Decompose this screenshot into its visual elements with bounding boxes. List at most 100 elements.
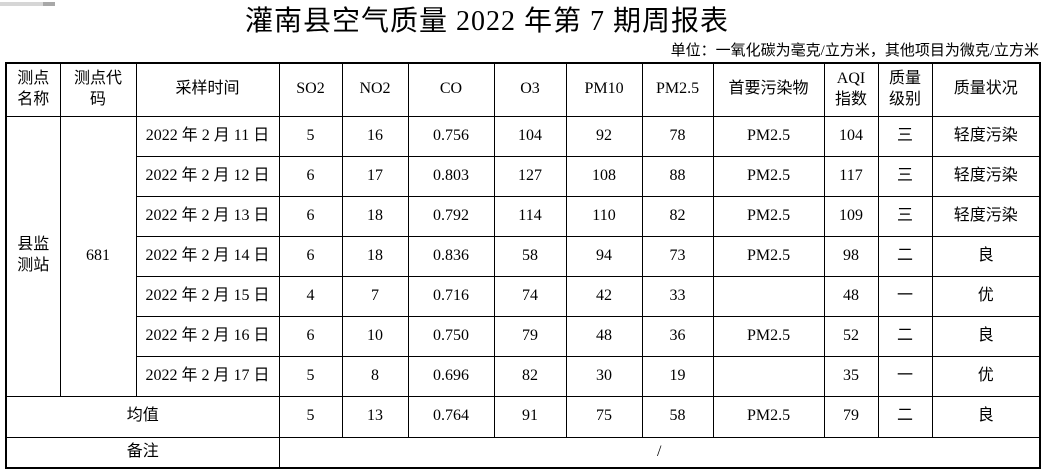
co-cell: 0.764	[407, 395, 495, 438]
no2-cell: 17	[341, 155, 409, 197]
o3-cell: 79	[493, 315, 567, 357]
table-row: 2022 年 2 月 13 日 6 18 0.792 114 110 82 PM…	[6, 195, 1041, 237]
pm10-cell: 75	[565, 395, 643, 438]
date-cell: 2022 年 2 月 17 日	[135, 355, 280, 397]
so2-cell: 5	[278, 395, 343, 438]
status-cell: 良	[931, 395, 1041, 438]
so2-cell: 6	[278, 195, 343, 237]
co-cell: 0.803	[407, 155, 495, 197]
no2-cell: 16	[341, 115, 409, 157]
average-row: 均值 5 13 0.764 91 75 58 PM2.5 79 二 良	[5, 395, 1041, 438]
date-cell: 2022 年 2 月 15 日	[135, 275, 280, 317]
site-name-cell: 县监 测站	[5, 115, 61, 397]
table-row: 2022 年 2 月 17 日 5 8 0.696 82 30 19 35 一 …	[6, 355, 1041, 397]
primary-pollutant-cell: PM2.5	[712, 235, 825, 277]
o3-cell: 104	[493, 115, 567, 157]
pm25-cell: 33	[641, 275, 714, 317]
date-cell: 2022 年 2 月 14 日	[135, 235, 280, 277]
aqi-cell: 79	[823, 395, 879, 438]
pm10-cell: 110	[565, 195, 643, 237]
scrollbar-fragment	[0, 2, 55, 6]
o3-cell: 58	[493, 235, 567, 277]
level-cell: 三	[877, 155, 933, 197]
o3-cell: 82	[493, 355, 567, 397]
status-cell: 优	[931, 355, 1041, 397]
date-cell: 2022 年 2 月 13 日	[135, 195, 280, 237]
table-row: 2022 年 2 月 16 日 6 10 0.750 79 48 36 PM2.…	[6, 315, 1041, 357]
header-sample-time: 采样时间	[135, 62, 280, 117]
level-cell: 三	[877, 195, 933, 237]
so2-cell: 5	[278, 355, 343, 397]
o3-cell: 127	[493, 155, 567, 197]
aqi-cell: 35	[823, 355, 879, 397]
header-row: 测点 名称 测点代 码 采样时间 SO2 NO2 CO O3 PM10 PM2.…	[5, 62, 1041, 117]
so2-cell: 6	[278, 315, 343, 357]
pm25-cell: 58	[641, 395, 714, 438]
primary-pollutant-cell: PM2.5	[712, 315, 825, 357]
no2-cell: 10	[341, 315, 409, 357]
pm25-cell: 88	[641, 155, 714, 197]
level-cell: 一	[877, 355, 933, 397]
header-pm25: PM2.5	[641, 62, 714, 117]
table-row: 2022 年 2 月 14 日 6 18 0.836 58 94 73 PM2.…	[6, 235, 1041, 277]
header-quality-status: 质量状况	[931, 62, 1041, 117]
remark-value-cell: /	[278, 436, 1041, 469]
header-quality-level: 质量 级别	[877, 62, 933, 117]
date-cell: 2022 年 2 月 16 日	[135, 315, 280, 357]
table-row: 县监 测站 681 2022 年 2 月 11 日 5 16 0.756 104…	[5, 115, 1041, 397]
table-row: 2022 年 2 月 15 日 4 7 0.716 74 42 33 48 一 …	[6, 275, 1041, 317]
o3-cell: 74	[493, 275, 567, 317]
primary-pollutant-cell	[712, 275, 825, 317]
pm10-cell: 48	[565, 315, 643, 357]
header-co: CO	[407, 62, 495, 117]
date-cell: 2022 年 2 月 12 日	[135, 155, 280, 197]
level-cell: 二	[877, 315, 933, 357]
site-code-cell: 681	[59, 115, 137, 397]
pm10-cell: 92	[565, 115, 643, 157]
primary-pollutant-cell: PM2.5	[712, 195, 825, 237]
level-cell: 三	[877, 115, 933, 157]
header-pm10: PM10	[565, 62, 643, 117]
co-cell: 0.792	[407, 195, 495, 237]
date-cell: 2022 年 2 月 11 日	[135, 115, 280, 157]
so2-cell: 4	[278, 275, 343, 317]
primary-pollutant-cell	[712, 355, 825, 397]
air-quality-table: 测点 名称 测点代 码 采样时间 SO2 NO2 CO O3 PM10 PM2.…	[5, 62, 1041, 469]
pm25-cell: 36	[641, 315, 714, 357]
co-cell: 0.716	[407, 275, 495, 317]
so2-cell: 6	[278, 155, 343, 197]
remark-label-cell: 备注	[5, 436, 280, 469]
o3-cell: 114	[493, 195, 567, 237]
no2-cell: 7	[341, 275, 409, 317]
remark-row: 备注 /	[5, 436, 1041, 469]
level-cell: 二	[877, 395, 933, 438]
primary-pollutant-cell: PM2.5	[712, 115, 825, 157]
table-row: 2022 年 2 月 12 日 6 17 0.803 127 108 88 PM…	[6, 155, 1041, 197]
status-cell: 轻度污染	[931, 115, 1041, 157]
so2-cell: 5	[278, 115, 343, 157]
unit-note: 单位：一氧化碳为毫克/立方米，其他项目为微克/立方米	[670, 43, 1039, 59]
pm25-cell: 19	[641, 355, 714, 397]
no2-cell: 18	[341, 195, 409, 237]
no2-cell: 13	[341, 395, 409, 438]
co-cell: 0.756	[407, 115, 495, 157]
aqi-cell: 109	[823, 195, 879, 237]
header-so2: SO2	[278, 62, 343, 117]
no2-cell: 18	[341, 235, 409, 277]
aqi-cell: 98	[823, 235, 879, 277]
primary-pollutant-cell: PM2.5	[712, 155, 825, 197]
status-cell: 良	[931, 315, 1041, 357]
so2-cell: 6	[278, 235, 343, 277]
pm25-cell: 73	[641, 235, 714, 277]
aqi-cell: 117	[823, 155, 879, 197]
header-no2: NO2	[341, 62, 409, 117]
aqi-cell: 52	[823, 315, 879, 357]
status-cell: 轻度污染	[931, 155, 1041, 197]
co-cell: 0.836	[407, 235, 495, 277]
pm10-cell: 94	[565, 235, 643, 277]
pm25-cell: 82	[641, 195, 714, 237]
header-o3: O3	[493, 62, 567, 117]
co-cell: 0.696	[407, 355, 495, 397]
co-cell: 0.750	[407, 315, 495, 357]
header-primary-pollutant: 首要污染物	[712, 62, 825, 117]
